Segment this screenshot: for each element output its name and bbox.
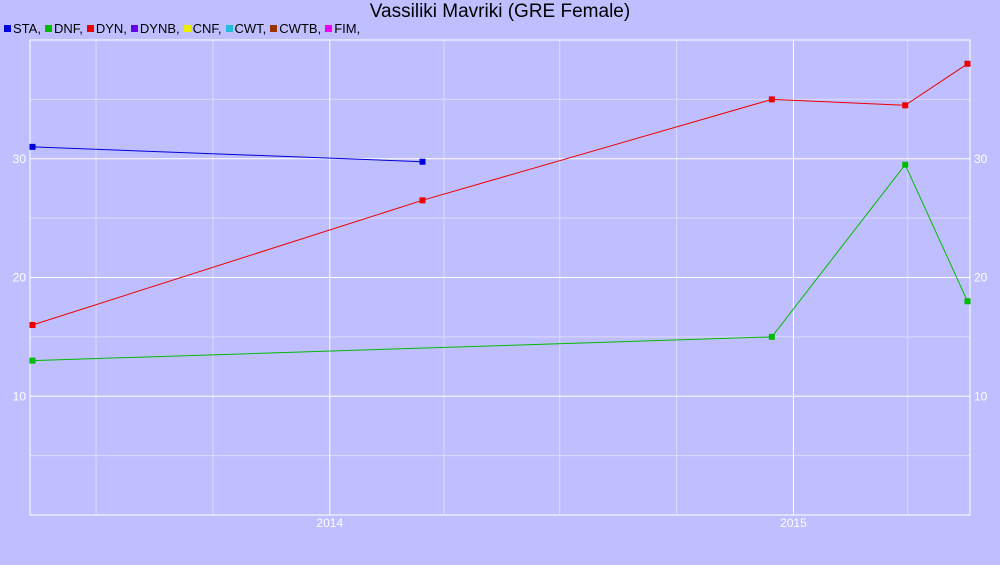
data-point-dnf bbox=[902, 161, 909, 168]
y-tick-label-right: 20 bbox=[974, 271, 988, 285]
chart-title: Vassiliki Mavriki (GRE Female) bbox=[369, 1, 631, 22]
data-point-dyn bbox=[964, 60, 971, 67]
legend-label: DYN, bbox=[95, 20, 127, 36]
legend-item: FIM, bbox=[325, 21, 360, 36]
legend-item: CWTB, bbox=[270, 21, 321, 36]
data-point-dnf bbox=[29, 357, 36, 364]
legend-item: DNF, bbox=[44, 20, 83, 36]
legend-item: STA, bbox=[4, 21, 41, 36]
y-tick-label-right: 30 bbox=[974, 152, 988, 166]
legend-item: DYN, bbox=[86, 20, 127, 36]
data-point-dnf bbox=[768, 333, 775, 340]
legend-item: DYNB, bbox=[130, 20, 180, 36]
series-line-dnf bbox=[32, 163, 968, 362]
data-point-dyn bbox=[768, 96, 775, 103]
data-point-sta bbox=[29, 143, 36, 150]
legend: STA, DNF, DYN, DYNB, CNF, CWT, CWTB, FIM, bbox=[4, 20, 364, 36]
legend-label: STA, bbox=[13, 20, 41, 36]
legend-swatch bbox=[225, 24, 233, 32]
legend-label: CWT, bbox=[234, 20, 267, 36]
legend-swatch bbox=[183, 24, 191, 32]
y-tick-label-left: 10 bbox=[13, 389, 27, 403]
plot-border bbox=[29, 39, 971, 516]
legend-item: CNF, bbox=[183, 20, 222, 36]
data-point-sta bbox=[419, 158, 426, 165]
data-point-dyn bbox=[419, 197, 426, 204]
data-point-dyn bbox=[29, 322, 36, 328]
legend-swatch bbox=[325, 24, 333, 32]
legend-label: FIM, bbox=[334, 20, 361, 36]
legend-swatch bbox=[44, 24, 52, 32]
y-tick-label-right: 10 bbox=[974, 389, 988, 403]
y-tick-label-left: 20 bbox=[13, 271, 27, 285]
series-line-dyn bbox=[32, 63, 968, 326]
legend-swatch bbox=[86, 24, 94, 32]
legend-label: CWTB, bbox=[279, 20, 322, 36]
data-point-dyn bbox=[902, 102, 909, 109]
legend-label: CNF, bbox=[192, 20, 222, 36]
legend-item: CWT, bbox=[225, 20, 267, 36]
x-tick-label: 2015 bbox=[780, 516, 807, 530]
legend-swatch bbox=[270, 24, 278, 32]
legend-label: DNF, bbox=[53, 20, 83, 36]
x-tick-label: 2014 bbox=[316, 516, 343, 530]
data-point-dnf bbox=[964, 298, 971, 305]
legend-label: DYNB, bbox=[139, 20, 180, 36]
y-tick-label-left: 30 bbox=[13, 152, 27, 166]
series-line-sta bbox=[32, 146, 423, 163]
legend-swatch bbox=[4, 24, 11, 32]
legend-swatch bbox=[130, 24, 138, 32]
